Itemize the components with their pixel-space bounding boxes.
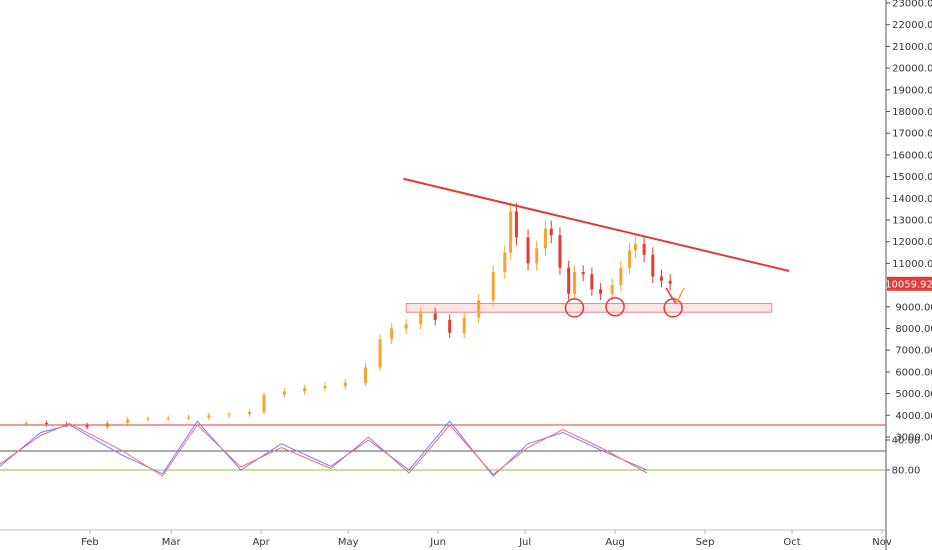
price-tick-label: 19000.00 [892, 85, 932, 96]
candle-body [146, 418, 150, 420]
annotation-circle [564, 298, 585, 318]
price-tick-label: 23000.00 [892, 0, 932, 10]
candle-body [44, 422, 48, 424]
candle-body [503, 252, 507, 273]
time-tick-label: Aug [605, 537, 625, 548]
price-tick-label: 17000.00 [892, 129, 932, 140]
oscillator-tick-label: 80.00 [892, 466, 921, 477]
candle-body [166, 417, 170, 419]
time-tick-label: Nov [872, 537, 892, 548]
price-tick-label: 4000.00 [895, 411, 932, 422]
candle-body [207, 415, 211, 418]
time-tick-label: Jul [518, 537, 531, 548]
candle-body [85, 424, 89, 428]
candle-body [404, 324, 408, 329]
candle-body [303, 388, 307, 392]
oscillator-series-line [0, 420, 648, 477]
price-tick-label: 14000.00 [892, 194, 932, 205]
annotation-arrow [675, 287, 685, 305]
last-price-label: 10059.92 [885, 279, 932, 290]
price-tick-label: 22000.00 [892, 20, 932, 31]
oscillator-series-line [0, 422, 648, 477]
candle-body [549, 228, 553, 236]
candle-body [642, 243, 646, 255]
candle-body [477, 300, 481, 318]
candle-body [543, 228, 547, 249]
time-tick-label: Sep [696, 537, 715, 548]
candle-body [126, 419, 130, 423]
candle-body [660, 276, 663, 281]
candle-body [248, 412, 252, 415]
support-zone [405, 303, 773, 313]
candle-body [535, 248, 539, 264]
annotation-arrow [665, 287, 677, 305]
candle-body [581, 272, 585, 275]
candle-body [433, 313, 437, 320]
last-price-tag [887, 276, 932, 291]
price-tick-label: 11000.00 [892, 259, 932, 270]
candle-body [599, 289, 603, 294]
candle-body [378, 339, 382, 368]
candle-body [651, 254, 655, 277]
candle-body [462, 317, 466, 333]
price-tick-label: 8000.00 [895, 324, 932, 335]
candle-body [619, 267, 623, 286]
candle-body [343, 382, 347, 387]
candle-body [227, 414, 231, 416]
time-tick-label: Feb [81, 537, 99, 548]
time-tick-label: Oct [783, 537, 800, 548]
price-tick-label: 20000.00 [892, 64, 932, 75]
candle-body [526, 237, 530, 264]
price-tick-label: 18000.00 [892, 107, 932, 118]
candle-body [390, 328, 394, 340]
price-tick-label: 13000.00 [892, 216, 932, 227]
candle-body [509, 211, 513, 253]
price-tick-label: 9000.00 [895, 302, 932, 313]
candle-body [262, 394, 266, 413]
candle-body [567, 267, 571, 294]
candle-body [491, 272, 495, 301]
price-tick-label: 3000.00 [895, 433, 932, 444]
time-tick-label: Apr [252, 537, 270, 548]
candle-body [187, 417, 191, 419]
annotation-circle [605, 297, 625, 317]
price-tick-label: 12000.00 [892, 237, 932, 248]
candle-body [610, 285, 614, 294]
time-tick-label: May [338, 537, 359, 548]
candle-body [24, 422, 28, 424]
resistance-trendline [403, 177, 790, 272]
candle-body [448, 319, 452, 333]
candle-body [364, 367, 368, 383]
price-tick-label: 7000.00 [895, 346, 932, 357]
time-tick-label: Jun [429, 537, 446, 548]
price-tick-label: 5000.00 [895, 389, 932, 400]
candle-body [282, 391, 286, 395]
candle-body [628, 250, 632, 268]
candle-body [323, 386, 327, 389]
candle-body [572, 272, 576, 294]
candle-body [590, 274, 594, 290]
price-tick-label: 21000.00 [892, 42, 932, 53]
price-tick-label: 6000.00 [895, 367, 932, 378]
candle-body [514, 211, 518, 238]
time-tick-label: Mar [162, 537, 182, 548]
oscillator-tick-label: 40.00 [892, 436, 921, 447]
price-tick-label: 15000.00 [892, 172, 932, 183]
candle-body [633, 243, 637, 251]
candle-body [558, 235, 562, 268]
price-tick-label: 16000.00 [892, 150, 932, 161]
candle-body [419, 313, 423, 325]
candle-body [668, 280, 672, 284]
